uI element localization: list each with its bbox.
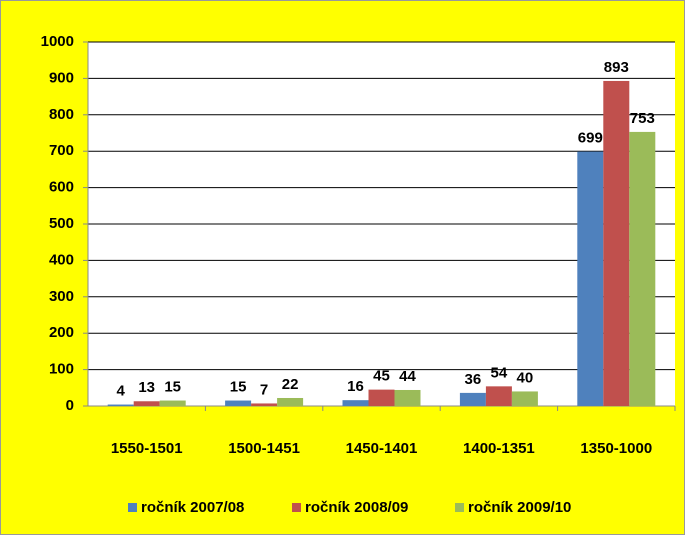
data-label: 54 xyxy=(491,364,508,381)
bar xyxy=(225,400,252,406)
legend-label: ročník 2007/08 xyxy=(141,499,244,516)
bar xyxy=(368,389,395,406)
bar xyxy=(107,404,134,406)
data-label: 7 xyxy=(260,381,268,398)
y-tick-label: 400 xyxy=(49,251,74,268)
data-label: 15 xyxy=(230,379,247,396)
bar xyxy=(459,392,486,406)
bar xyxy=(577,151,604,406)
legend-label: ročník 2009/10 xyxy=(468,499,571,516)
legend-marker xyxy=(292,503,301,512)
data-label: 15 xyxy=(164,379,181,396)
data-label: 699 xyxy=(578,130,603,147)
bar xyxy=(394,389,421,406)
bar xyxy=(133,401,160,406)
legend-marker xyxy=(455,503,464,512)
bar xyxy=(342,400,369,406)
data-label: 16 xyxy=(347,378,364,395)
y-tick-label: 500 xyxy=(49,215,74,232)
y-tick-label: 900 xyxy=(49,69,74,86)
y-tick-label: 100 xyxy=(49,361,74,378)
data-label: 45 xyxy=(373,368,390,385)
y-tick-label: 200 xyxy=(49,324,74,341)
data-label: 13 xyxy=(138,379,155,396)
data-label: 36 xyxy=(465,371,482,388)
x-tick-label: 1550-1501 xyxy=(111,440,183,457)
y-tick-label: 800 xyxy=(49,106,74,123)
legend-label: ročník 2008/09 xyxy=(305,499,408,516)
bar xyxy=(629,131,656,406)
x-tick-label: 1400-1351 xyxy=(463,440,535,457)
y-tick-label: 1000 xyxy=(41,33,74,50)
x-tick-label: 1450-1401 xyxy=(346,440,418,457)
data-label: 40 xyxy=(517,369,534,386)
data-label: 4 xyxy=(117,383,126,400)
data-label: 893 xyxy=(604,59,629,76)
bar xyxy=(603,80,630,406)
data-label: 753 xyxy=(630,110,655,127)
data-label: 22 xyxy=(282,376,299,393)
data-label: 44 xyxy=(399,368,416,385)
bar xyxy=(277,397,304,406)
x-tick-label: 1500-1451 xyxy=(228,440,300,457)
y-tick-label: 700 xyxy=(49,142,74,159)
bar xyxy=(511,391,538,406)
y-tick-label: 600 xyxy=(49,179,74,196)
bar xyxy=(485,386,512,406)
bar xyxy=(251,403,278,406)
legend-marker xyxy=(128,503,137,512)
y-tick-label: 300 xyxy=(49,288,74,305)
y-tick-label: 0 xyxy=(66,397,74,414)
bar xyxy=(159,400,186,406)
x-tick-label: 1350-1000 xyxy=(580,440,652,457)
